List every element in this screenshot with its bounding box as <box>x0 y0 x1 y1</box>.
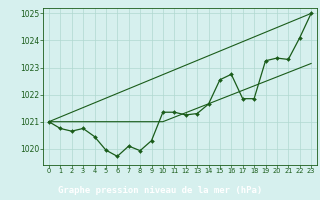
Text: Graphe pression niveau de la mer (hPa): Graphe pression niveau de la mer (hPa) <box>58 186 262 195</box>
